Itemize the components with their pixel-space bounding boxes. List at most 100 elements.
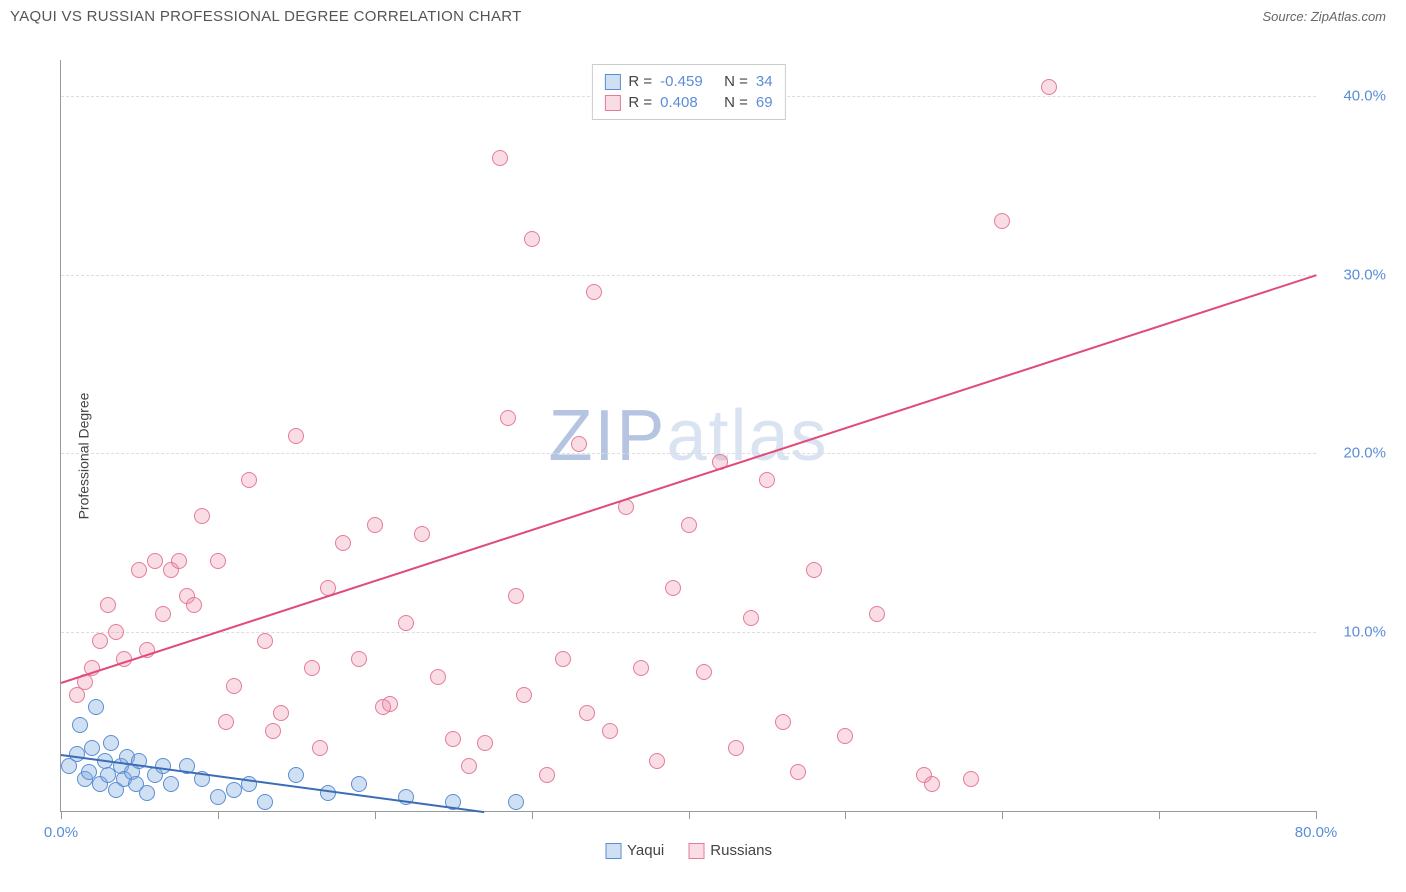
scatter-point [367, 517, 383, 533]
scatter-point [163, 776, 179, 792]
scatter-point [649, 753, 665, 769]
scatter-point [218, 714, 234, 730]
scatter-point [555, 651, 571, 667]
scatter-point [759, 472, 775, 488]
scatter-point [288, 428, 304, 444]
scatter-point [171, 553, 187, 569]
legend-label: Yaqui [627, 842, 664, 859]
scatter-point [155, 606, 171, 622]
scatter-point [265, 723, 281, 739]
scatter-point [108, 624, 124, 640]
scatter-point [414, 526, 430, 542]
legend-r-value: 0.408 [660, 94, 716, 111]
scatter-point [103, 735, 119, 751]
scatter-point [924, 776, 940, 792]
scatter-point [806, 562, 822, 578]
scatter-point [492, 150, 508, 166]
scatter-point [312, 740, 328, 756]
series-legend: Yaqui Russians [605, 842, 772, 859]
scatter-point [320, 785, 336, 801]
legend-swatch [605, 843, 621, 859]
legend-r-label: R = [628, 73, 652, 90]
x-tick [1159, 811, 1160, 819]
scatter-point [681, 517, 697, 533]
scatter-point [539, 767, 555, 783]
scatter-point [69, 746, 85, 762]
legend-r-label: R = [628, 94, 652, 111]
legend-swatch [604, 95, 620, 111]
gridline [61, 632, 1316, 633]
y-tick-label: 10.0% [1343, 624, 1386, 641]
legend-swatch [604, 74, 620, 90]
correlation-legend: R =-0.459N =34R =0.408N =69 [591, 64, 785, 120]
gridline [61, 453, 1316, 454]
scatter-point [508, 794, 524, 810]
scatter-point [775, 714, 791, 730]
scatter-point [790, 764, 806, 780]
scatter-point [633, 660, 649, 676]
scatter-point [375, 699, 391, 715]
scatter-point [869, 606, 885, 622]
legend-n-value: 34 [756, 73, 773, 90]
scatter-point [241, 472, 257, 488]
scatter-point [477, 735, 493, 751]
legend-item: Russians [688, 842, 772, 859]
scatter-point [226, 782, 242, 798]
scatter-point [586, 284, 602, 300]
scatter-point [837, 728, 853, 744]
scatter-point [963, 771, 979, 787]
scatter-point [210, 553, 226, 569]
x-tick [845, 811, 846, 819]
legend-n-value: 69 [756, 94, 773, 111]
scatter-point [147, 553, 163, 569]
scatter-point [72, 717, 88, 733]
scatter-point [602, 723, 618, 739]
chart-title: YAQUI VS RUSSIAN PROFESSIONAL DEGREE COR… [10, 8, 522, 25]
scatter-point [100, 597, 116, 613]
scatter-point [571, 436, 587, 452]
chart-container: Professional Degree ZIPatlas 10.0%20.0%3… [40, 40, 1396, 872]
header: YAQUI VS RUSSIAN PROFESSIONAL DEGREE COR… [0, 0, 1406, 29]
legend-row: R =-0.459N =34 [604, 71, 772, 92]
scatter-point [88, 699, 104, 715]
scatter-point [335, 535, 351, 551]
x-tick-label: 80.0% [1295, 824, 1338, 841]
scatter-point [92, 633, 108, 649]
legend-row: R = 0.408 N = 69 [604, 92, 772, 113]
scatter-point [304, 660, 320, 676]
y-tick-label: 30.0% [1343, 266, 1386, 283]
legend-swatch [688, 843, 704, 859]
scatter-point [194, 508, 210, 524]
scatter-point [743, 610, 759, 626]
x-tick [689, 811, 690, 819]
scatter-point [139, 785, 155, 801]
x-tick [375, 811, 376, 819]
scatter-point [257, 633, 273, 649]
scatter-point [398, 615, 414, 631]
source-label: Source: ZipAtlas.com [1262, 9, 1386, 24]
scatter-point [186, 597, 202, 613]
scatter-point [257, 794, 273, 810]
scatter-point [1041, 79, 1057, 95]
scatter-point [516, 687, 532, 703]
scatter-point [579, 705, 595, 721]
y-tick-label: 40.0% [1343, 87, 1386, 104]
gridline [61, 275, 1316, 276]
scatter-point [696, 664, 712, 680]
scatter-point [430, 669, 446, 685]
scatter-point [131, 562, 147, 578]
scatter-point [665, 580, 681, 596]
scatter-point [508, 588, 524, 604]
scatter-point [351, 651, 367, 667]
x-tick [1002, 811, 1003, 819]
scatter-point [445, 731, 461, 747]
y-tick-label: 20.0% [1343, 445, 1386, 462]
watermark: ZIPatlas [548, 395, 828, 477]
x-tick-label: 0.0% [44, 824, 78, 841]
plot-area: ZIPatlas 10.0%20.0%30.0%40.0%0.0%80.0%R … [60, 60, 1316, 812]
scatter-point [288, 767, 304, 783]
legend-n-label: N = [724, 94, 748, 111]
scatter-point [273, 705, 289, 721]
x-tick [1316, 811, 1317, 819]
x-tick [218, 811, 219, 819]
